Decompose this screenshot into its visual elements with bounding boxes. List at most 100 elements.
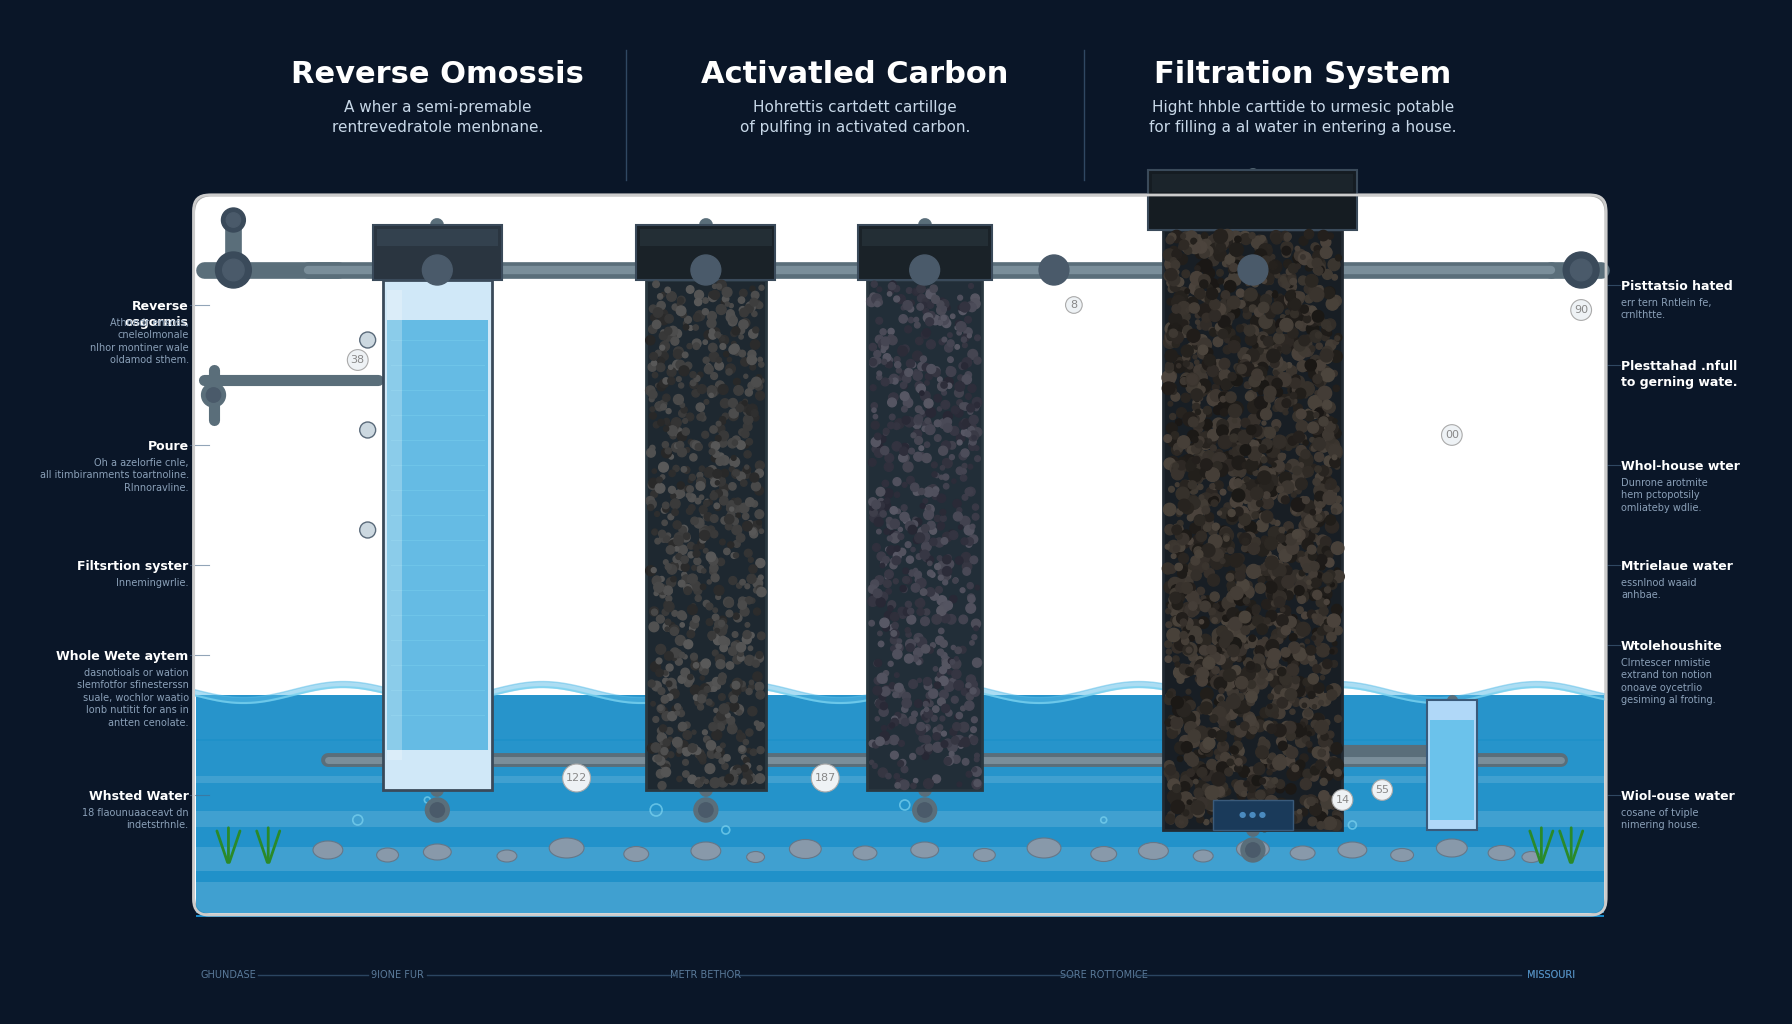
Circle shape [892,441,901,451]
Circle shape [1213,603,1219,609]
Circle shape [1167,649,1172,654]
Circle shape [937,569,943,574]
Circle shape [1219,279,1224,284]
Circle shape [685,585,692,592]
Circle shape [969,688,977,694]
Circle shape [1181,772,1192,781]
Circle shape [1192,473,1202,483]
Circle shape [1168,594,1181,605]
Circle shape [950,678,957,685]
Circle shape [699,662,708,671]
Circle shape [1236,507,1249,518]
Circle shape [1294,724,1306,737]
Circle shape [1181,775,1193,787]
Circle shape [699,525,710,536]
Circle shape [1326,690,1337,700]
Circle shape [742,400,747,406]
Circle shape [659,593,665,598]
Circle shape [971,687,980,696]
Circle shape [918,803,932,817]
Circle shape [1167,608,1170,613]
Circle shape [679,746,685,751]
Circle shape [1240,685,1245,692]
Circle shape [702,308,708,314]
Circle shape [1324,483,1331,489]
Circle shape [720,638,729,646]
Circle shape [688,326,694,331]
Circle shape [944,418,952,426]
Circle shape [1294,582,1306,593]
Circle shape [1315,466,1321,472]
Circle shape [1176,583,1185,592]
Circle shape [1195,410,1201,415]
Circle shape [745,389,753,396]
Circle shape [1335,497,1342,503]
Circle shape [1326,663,1331,668]
Circle shape [1321,818,1326,823]
Circle shape [1229,617,1240,628]
Circle shape [901,587,907,593]
Circle shape [1296,677,1305,686]
Circle shape [749,557,753,562]
Circle shape [1222,755,1228,760]
Circle shape [665,287,670,293]
Circle shape [729,304,733,307]
Circle shape [1183,326,1192,335]
Circle shape [909,306,914,312]
Circle shape [889,662,892,667]
Circle shape [1287,725,1296,733]
Circle shape [1235,677,1247,689]
Circle shape [708,580,711,584]
Circle shape [1224,278,1236,290]
Circle shape [1213,556,1220,563]
Circle shape [1290,392,1297,398]
Circle shape [717,425,724,433]
Circle shape [1231,746,1238,755]
Circle shape [685,722,690,728]
Circle shape [667,564,677,574]
Circle shape [1322,547,1330,554]
Circle shape [1249,772,1258,781]
Circle shape [959,420,968,429]
Circle shape [1312,714,1324,724]
Circle shape [1210,328,1215,333]
Circle shape [1256,643,1269,656]
Circle shape [758,632,765,640]
Circle shape [955,409,962,417]
Circle shape [892,478,901,485]
Circle shape [1292,765,1299,772]
Circle shape [1226,573,1233,581]
Circle shape [882,677,887,683]
Circle shape [745,623,749,627]
Circle shape [1321,475,1331,486]
Circle shape [903,462,912,472]
Circle shape [1274,295,1283,304]
Circle shape [661,741,667,748]
Circle shape [885,360,892,368]
Circle shape [1278,539,1281,543]
Circle shape [708,500,713,505]
Circle shape [1236,579,1249,591]
Circle shape [738,350,745,356]
Circle shape [885,570,892,579]
Circle shape [1228,686,1238,697]
Circle shape [1279,667,1287,674]
Circle shape [728,309,735,317]
Circle shape [1274,557,1278,561]
Circle shape [1215,642,1228,654]
Circle shape [1193,424,1202,433]
Circle shape [1228,756,1235,764]
Circle shape [1254,648,1263,656]
Circle shape [731,500,740,509]
Circle shape [702,568,706,573]
Circle shape [1201,241,1210,249]
Circle shape [674,465,679,472]
Circle shape [679,740,688,750]
Circle shape [1326,324,1331,330]
Circle shape [749,530,758,538]
Circle shape [1238,357,1249,367]
Circle shape [1188,735,1199,748]
Circle shape [934,435,941,441]
Circle shape [1269,802,1274,806]
Circle shape [900,447,909,455]
